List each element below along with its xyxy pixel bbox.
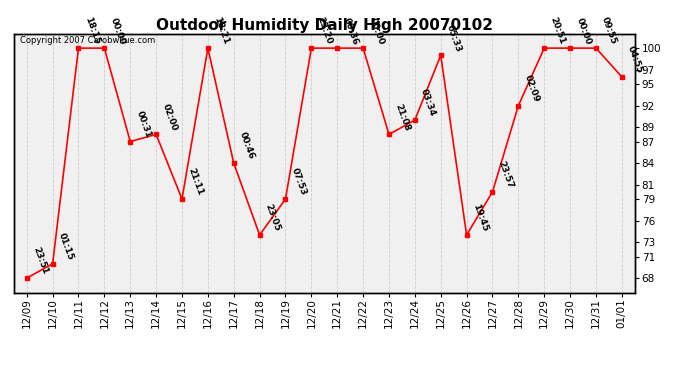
Text: 18:15: 18:15: [83, 16, 101, 46]
Text: 05:33: 05:33: [445, 23, 463, 53]
Text: 23:20: 23:20: [315, 16, 334, 46]
Text: 00:31: 00:31: [135, 110, 152, 140]
Text: 03:34: 03:34: [419, 88, 437, 118]
Text: 19:45: 19:45: [471, 202, 489, 233]
Text: 09:55: 09:55: [600, 16, 618, 46]
Text: Copyright 2007 Carobwilue.com: Copyright 2007 Carobwilue.com: [20, 36, 155, 45]
Text: 02:09: 02:09: [522, 74, 541, 104]
Text: 21:11: 21:11: [186, 167, 204, 197]
Text: 07:53: 07:53: [290, 167, 308, 197]
Text: 23:57: 23:57: [497, 160, 515, 190]
Title: Outdoor Humidity Daily High 20070102: Outdoor Humidity Daily High 20070102: [156, 18, 493, 33]
Text: 00:00: 00:00: [574, 16, 592, 46]
Text: 00:36: 00:36: [342, 16, 359, 46]
Text: 04:55: 04:55: [626, 45, 644, 75]
Text: 00:46: 00:46: [238, 131, 256, 161]
Text: 21:08: 21:08: [393, 102, 411, 132]
Text: 01:15: 01:15: [57, 232, 75, 262]
Text: 20:51: 20:51: [549, 16, 566, 46]
Text: 00:00: 00:00: [367, 16, 385, 46]
Text: 00:00: 00:00: [108, 16, 126, 46]
Text: 02:00: 02:00: [160, 103, 179, 132]
Text: 18:21: 18:21: [212, 16, 230, 46]
Text: 23:51: 23:51: [31, 246, 49, 276]
Text: 23:05: 23:05: [264, 203, 282, 233]
